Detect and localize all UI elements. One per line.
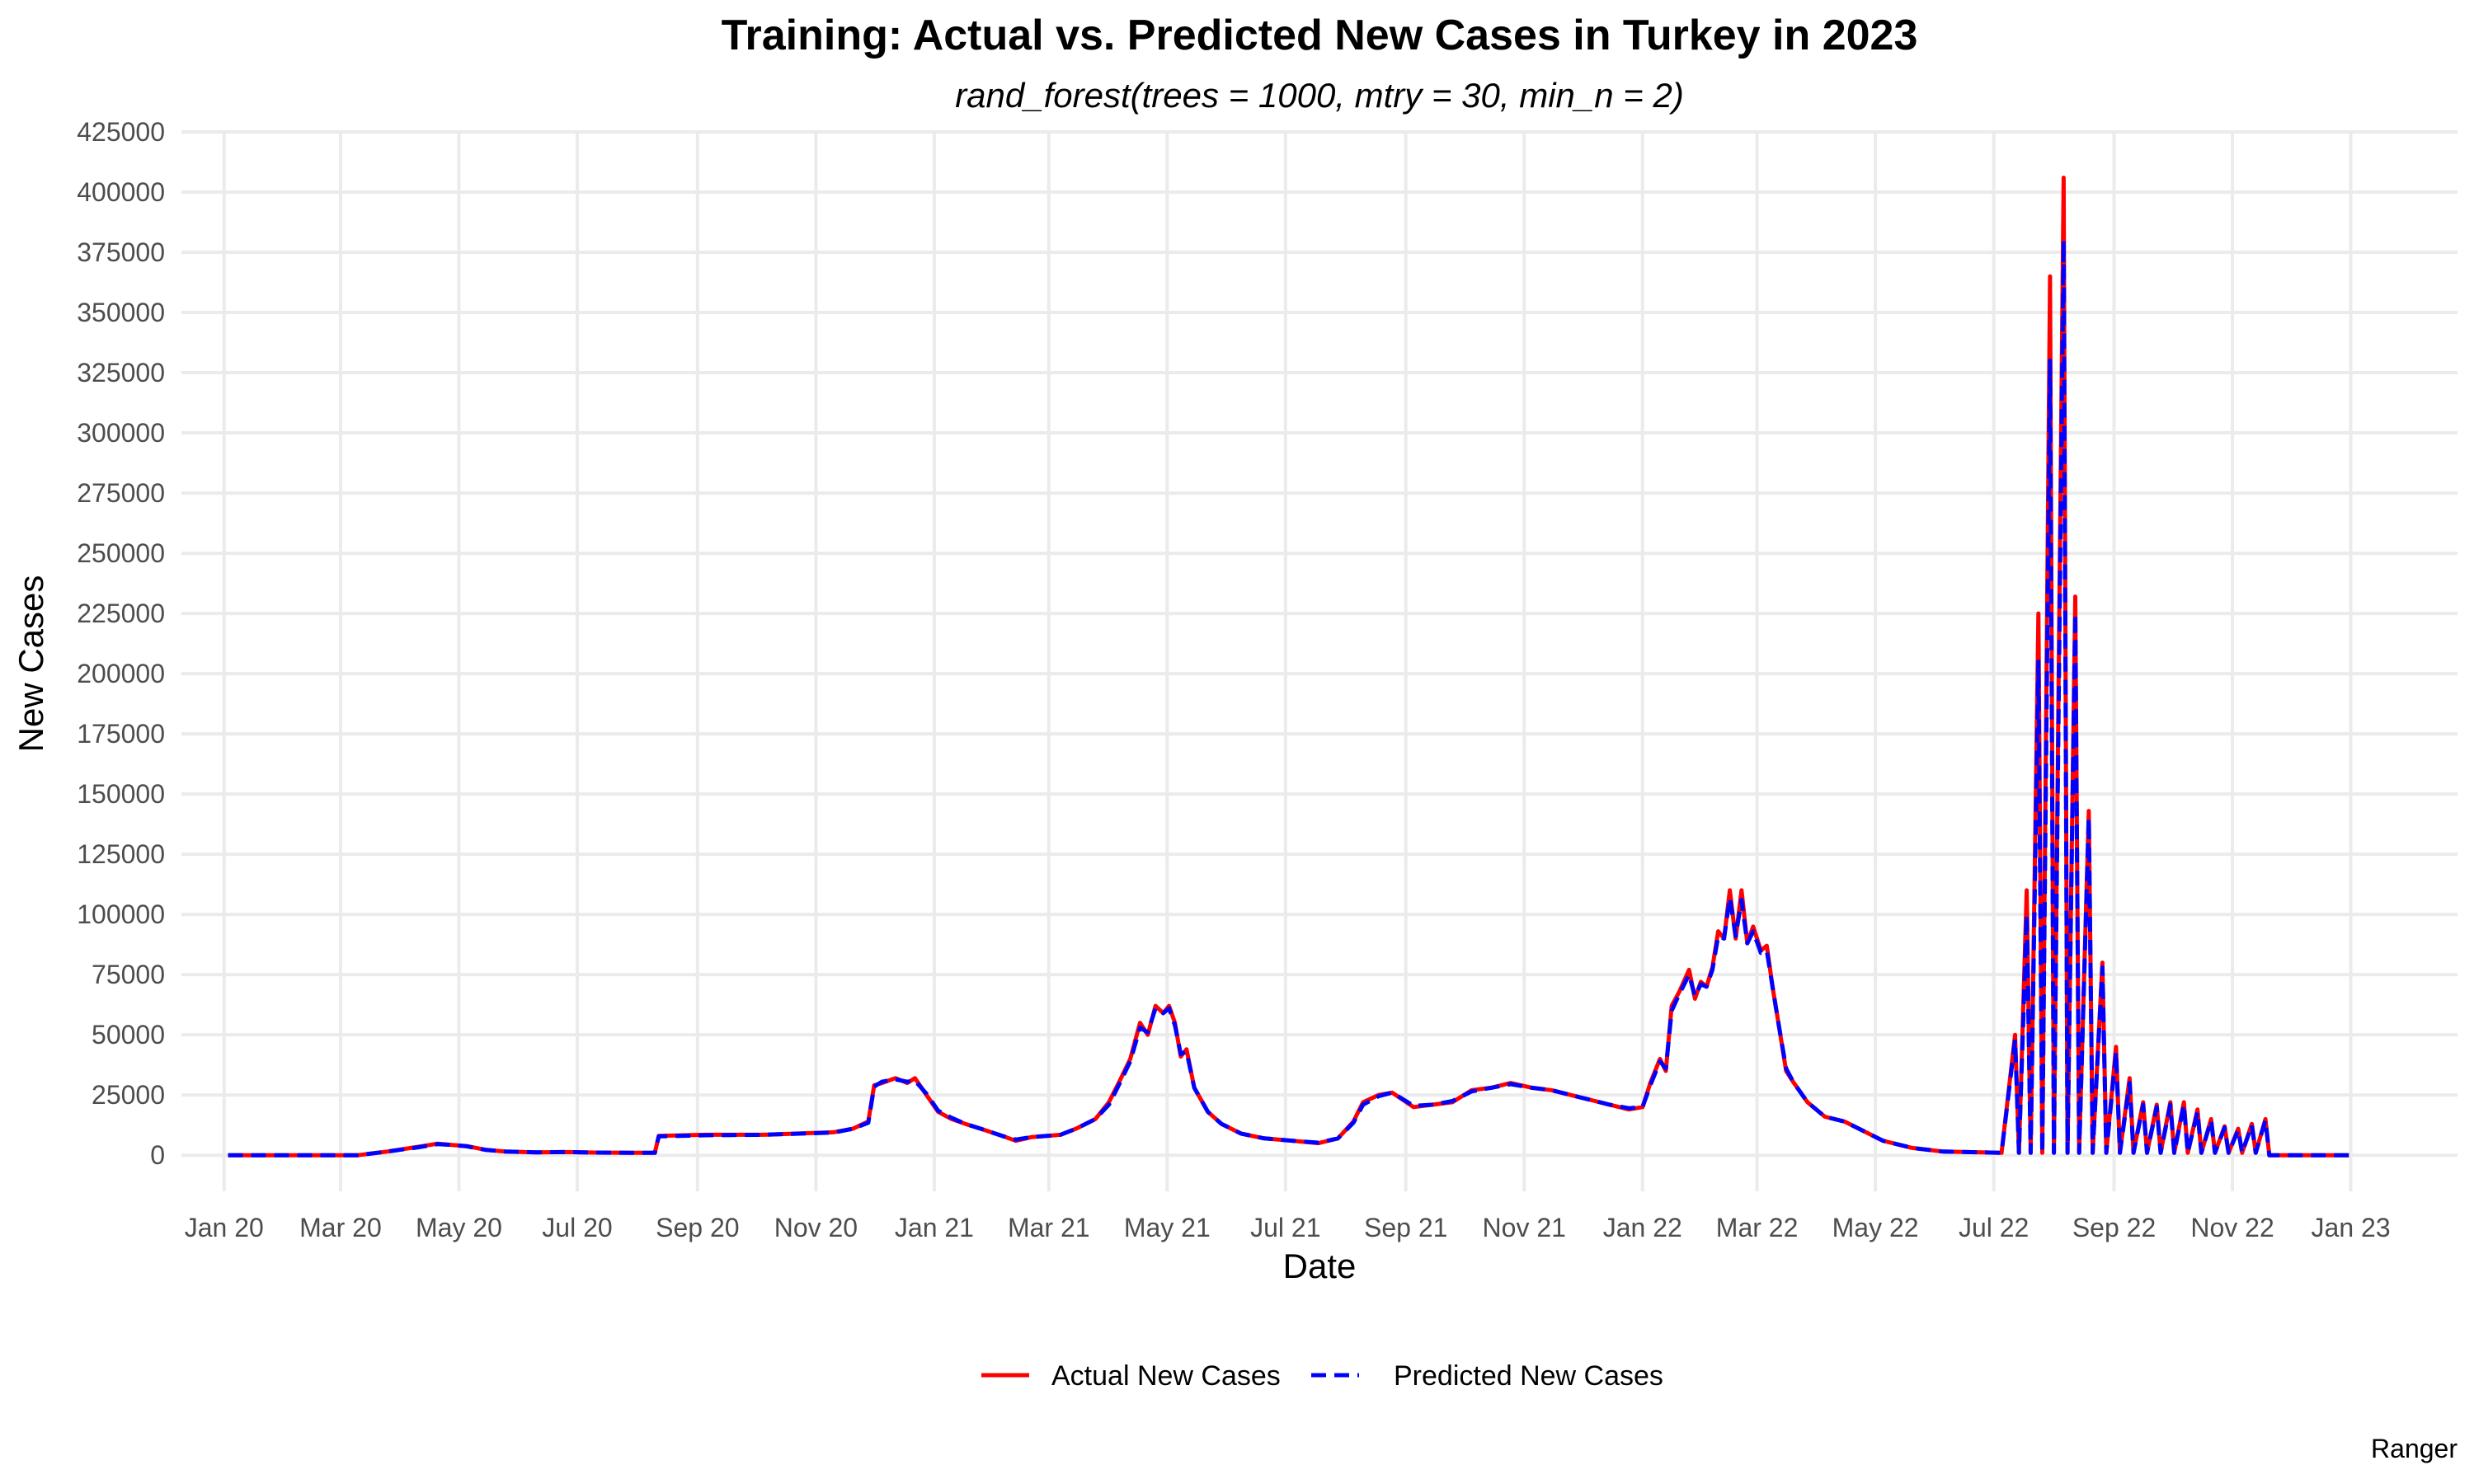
y-tick-label: 150000 [77, 779, 165, 809]
legend-label: Actual New Cases [1051, 1360, 1281, 1392]
grid [181, 130, 2458, 1191]
y-tick-label: 325000 [77, 358, 165, 387]
chart-title: Training: Actual vs. Predicted New Cases… [722, 12, 1918, 59]
x-tick-label: Mar 20 [299, 1213, 382, 1242]
y-tick-label: 0 [150, 1140, 165, 1170]
chart-subtitle: rand_forest(trees = 1000, mtry = 30, min… [955, 76, 1684, 115]
y-tick-label: 100000 [77, 899, 165, 929]
x-tick-label: Mar 21 [1008, 1213, 1090, 1242]
x-tick-label: Jul 22 [1959, 1213, 2029, 1242]
x-tick-label: Jan 22 [1603, 1213, 1682, 1242]
y-axis-ticks: 0 25000 50000 75000 100000 125000 150000 175000… [77, 117, 165, 1170]
x-tick-label: May 22 [1832, 1213, 1919, 1242]
x-tick-label: May 20 [416, 1213, 502, 1242]
y-tick-label: 425000 [77, 117, 165, 147]
x-tick-label: Jan 21 [895, 1213, 974, 1242]
legend-label: Predicted New Cases [1394, 1360, 1663, 1392]
x-tick-label: Nov 21 [1483, 1213, 1566, 1242]
series-lines [228, 176, 2349, 1158]
legend: Actual New Cases Predicted New Cases [981, 1360, 1663, 1392]
y-tick-label: 300000 [77, 418, 165, 448]
y-tick-label: 225000 [77, 599, 165, 628]
x-tick-label: Sep 22 [2072, 1213, 2156, 1242]
x-tick-label: Jul 20 [542, 1213, 612, 1242]
y-tick-label: 50000 [92, 1020, 165, 1050]
chart-caption: Ranger [2371, 1434, 2458, 1463]
y-tick-label: 25000 [92, 1080, 165, 1110]
y-tick-label: 175000 [77, 719, 165, 749]
legend-item-predicted: Predicted New Cases [1311, 1360, 1663, 1392]
series-line-predicted [228, 237, 2349, 1158]
y-tick-label: 375000 [77, 237, 165, 267]
x-tick-label: Sep 20 [656, 1213, 739, 1242]
y-tick-label: 250000 [77, 538, 165, 568]
y-tick-label: 200000 [77, 659, 165, 688]
y-axis-title: New Cases [12, 575, 50, 753]
y-tick-label: 350000 [77, 298, 165, 327]
x-tick-label: Jul 21 [1250, 1213, 1320, 1242]
x-axis-ticks: Jan 20 Mar 20 May 20 Jul 20 Sep 20 Nov 20 Jan … [185, 1213, 2391, 1242]
x-tick-label: Mar 22 [1716, 1213, 1799, 1242]
y-tick-label: 400000 [77, 177, 165, 207]
y-tick-label: 275000 [77, 478, 165, 508]
x-axis-title: Date [1283, 1247, 1357, 1285]
y-tick-label: 75000 [92, 960, 165, 989]
x-tick-label: Sep 21 [1364, 1213, 1447, 1242]
x-tick-label: Jan 20 [185, 1213, 264, 1242]
x-tick-label: Nov 22 [2190, 1213, 2274, 1242]
legend-item-actual: Actual New Cases [981, 1360, 1281, 1392]
x-tick-label: Nov 20 [774, 1213, 858, 1242]
x-tick-label: Jan 23 [2312, 1213, 2391, 1242]
y-tick-label: 125000 [77, 839, 165, 869]
x-tick-label: May 21 [1124, 1213, 1211, 1242]
